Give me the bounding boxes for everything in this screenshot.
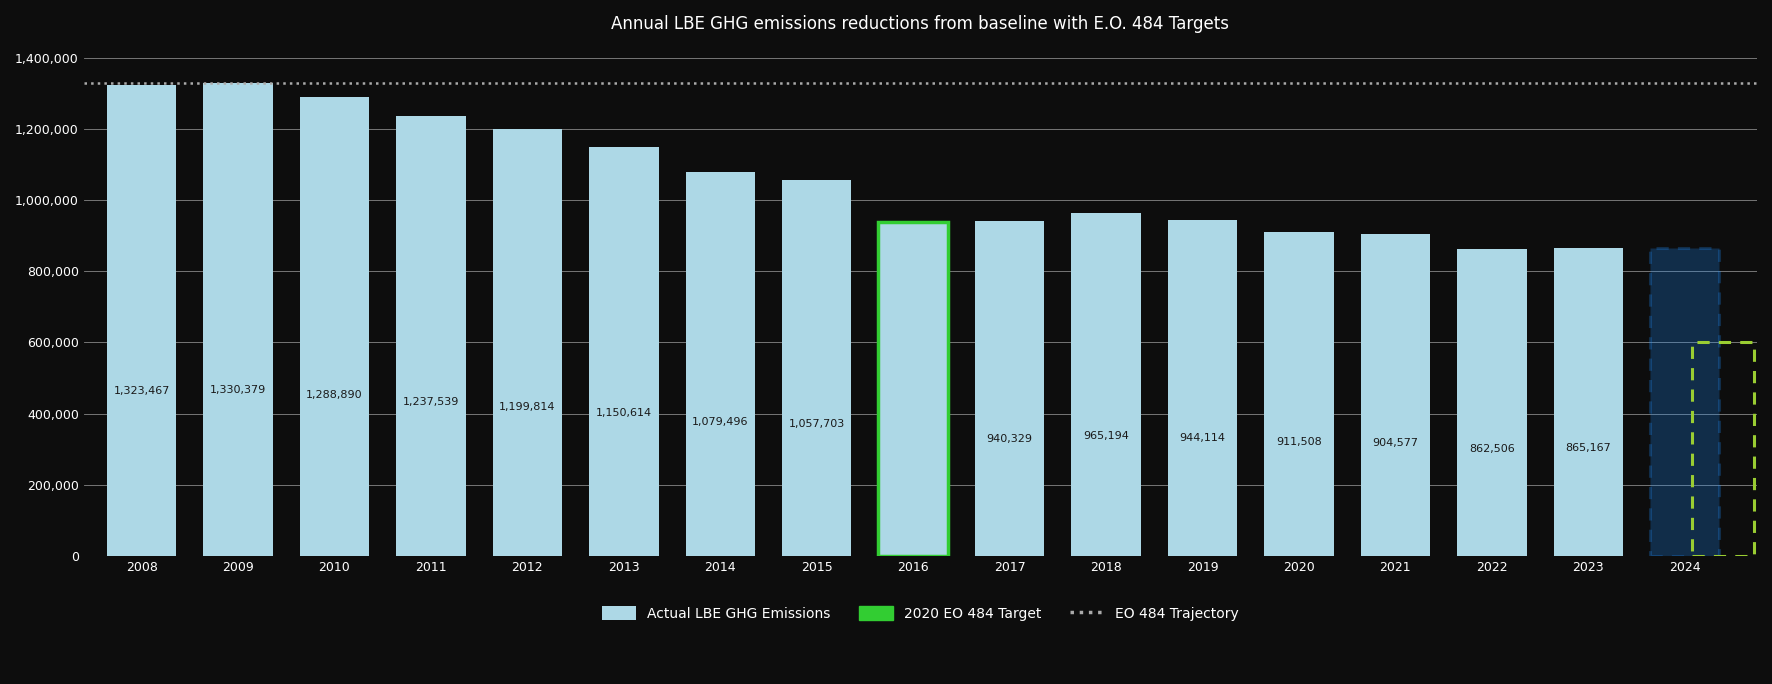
Bar — [299, 97, 369, 556]
Text: 965,194: 965,194 — [1083, 431, 1129, 440]
Bar — [686, 172, 755, 556]
Bar — [1692, 343, 1754, 556]
Text: 862,506: 862,506 — [1469, 443, 1515, 453]
Bar — [1361, 234, 1430, 556]
Text: 939,386: 939,386 — [890, 434, 936, 444]
Bar — [1168, 220, 1237, 556]
Text: 1,057,703: 1,057,703 — [789, 419, 845, 430]
Text: 904,577: 904,577 — [1372, 438, 1418, 448]
Text: 1,237,539: 1,237,539 — [402, 397, 459, 407]
Bar — [975, 222, 1044, 556]
Text: 1,199,814: 1,199,814 — [500, 402, 556, 412]
Text: 1,079,496: 1,079,496 — [693, 417, 748, 427]
Text: 944,114: 944,114 — [1180, 434, 1226, 443]
Title: Annual LBE GHG emissions reductions from baseline with E.O. 484 Targets: Annual LBE GHG emissions reductions from… — [611, 15, 1230, 33]
Text: 1,330,379: 1,330,379 — [209, 385, 266, 395]
Bar — [106, 85, 177, 556]
Bar — [1072, 213, 1141, 556]
Bar — [397, 116, 466, 556]
Bar — [1650, 248, 1719, 556]
Bar — [493, 129, 562, 556]
Bar — [1263, 232, 1334, 556]
Bar — [1554, 248, 1623, 556]
Bar — [588, 146, 659, 556]
Text: 1,150,614: 1,150,614 — [595, 408, 652, 418]
Text: 1,323,467: 1,323,467 — [113, 386, 170, 396]
Text: 940,329: 940,329 — [987, 434, 1033, 444]
Text: 865,167: 865,167 — [1565, 443, 1611, 453]
Text: 1,288,890: 1,288,890 — [307, 391, 363, 400]
Bar — [879, 222, 948, 556]
Bar — [781, 180, 851, 556]
Text: 911,508: 911,508 — [1276, 438, 1322, 447]
Legend: Actual LBE GHG Emissions, 2020 EO 484 Target, EO 484 Trajectory: Actual LBE GHG Emissions, 2020 EO 484 Ta… — [595, 601, 1244, 627]
Bar — [204, 83, 273, 556]
Bar — [1457, 249, 1526, 556]
Bar — [879, 222, 948, 556]
